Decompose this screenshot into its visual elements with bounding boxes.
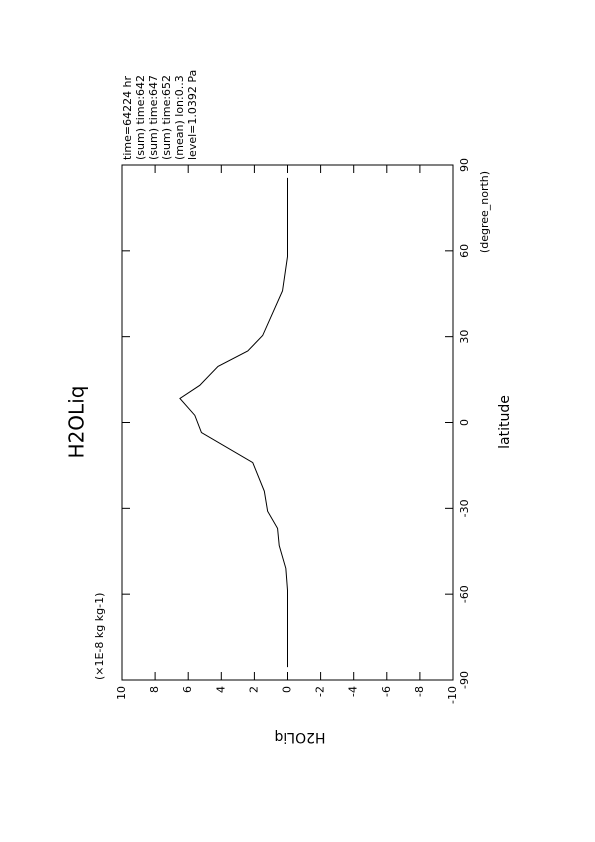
y-tick-label: -8	[413, 686, 426, 697]
x-axis-unit: (degree_north)	[478, 171, 491, 253]
x-tick-label: -90	[458, 671, 471, 689]
y-tick-label: -2	[314, 686, 327, 697]
chart-title: H2OLiq	[65, 386, 89, 459]
info-line: (sum) time:652	[160, 75, 173, 160]
info-line: time=64224 hr	[121, 75, 134, 160]
y-tick-label: -10	[446, 686, 459, 704]
x-tick-label: 0	[458, 419, 471, 426]
info-line: (mean) lon:0..3	[173, 75, 186, 160]
y-axis-unit: (×1E-8 kg kg-1)	[93, 593, 106, 680]
y-tick-label: 10	[115, 686, 128, 700]
y-tick-label: 2	[247, 686, 260, 693]
y-tick-label: -6	[380, 686, 393, 697]
info-line: (sum) time:642	[134, 75, 147, 160]
rotated-chart: H2OLiq latitude (degree_north) (×1E-8 kg…	[65, 70, 514, 745]
y-tick-label: 6	[181, 686, 194, 693]
x-tick-label: -60	[458, 585, 471, 603]
data-line	[179, 177, 288, 668]
info-line: (sum) time:647	[147, 75, 160, 160]
x-tick-label: 90	[458, 158, 471, 172]
x-tick-label: 60	[458, 244, 471, 258]
y-tick-label: -4	[347, 686, 360, 697]
y-tick-label: 8	[148, 686, 161, 693]
x-axis-label: latitude	[497, 395, 513, 449]
info-line: level=1.0392 Pa	[186, 70, 199, 160]
y-axis-label: H2OLiq	[274, 729, 325, 745]
x-tick-label: 30	[458, 330, 471, 344]
y-tick-label: 0	[281, 686, 294, 693]
y-tick-label: 4	[214, 686, 227, 693]
x-tick-label: -30	[458, 499, 471, 517]
